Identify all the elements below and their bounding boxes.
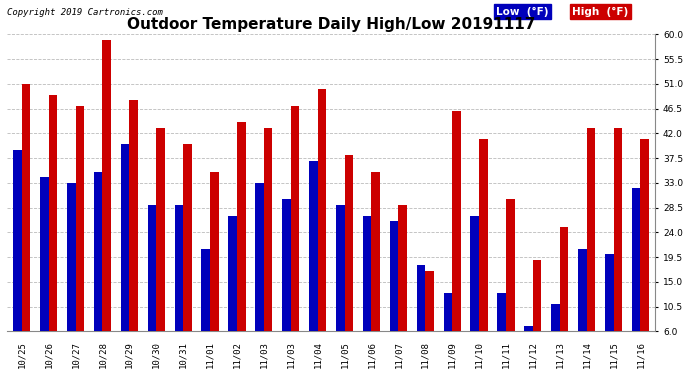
Bar	[201, 249, 210, 364]
Bar	[13, 150, 22, 364]
Bar	[94, 172, 102, 364]
Bar	[228, 216, 237, 364]
Bar	[533, 260, 542, 364]
Bar	[129, 100, 138, 364]
Bar	[22, 84, 30, 364]
Bar	[48, 95, 57, 364]
Bar	[344, 155, 353, 364]
Bar	[398, 205, 407, 364]
Bar	[524, 326, 533, 364]
Bar	[255, 183, 264, 364]
Bar	[282, 200, 290, 364]
Bar	[290, 106, 299, 364]
Bar	[560, 227, 569, 364]
Text: Copyright 2019 Cartronics.com: Copyright 2019 Cartronics.com	[7, 8, 163, 16]
Text: Low  (°F): Low (°F)	[496, 6, 549, 16]
Bar	[390, 221, 398, 364]
Bar	[425, 271, 434, 364]
Bar	[613, 128, 622, 364]
Bar	[578, 249, 586, 364]
Bar	[479, 139, 488, 364]
Bar	[264, 128, 273, 364]
Bar	[506, 200, 515, 364]
Bar	[640, 139, 649, 364]
Bar	[148, 205, 156, 364]
Bar	[317, 89, 326, 364]
Bar	[102, 40, 111, 364]
Bar	[67, 183, 75, 364]
Bar	[210, 172, 219, 364]
Bar	[121, 144, 129, 364]
Bar	[156, 128, 165, 364]
Bar	[452, 111, 461, 364]
Bar	[183, 144, 192, 364]
Bar	[417, 266, 425, 364]
Bar	[371, 172, 380, 364]
Bar	[175, 205, 183, 364]
Bar	[237, 122, 246, 364]
Bar	[363, 216, 371, 364]
Bar	[605, 254, 613, 364]
Text: High  (°F): High (°F)	[572, 6, 629, 16]
Bar	[471, 216, 479, 364]
Bar	[40, 177, 48, 364]
Bar	[75, 106, 84, 364]
Bar	[309, 161, 317, 364]
Bar	[632, 188, 640, 364]
Bar	[336, 205, 344, 364]
Bar	[444, 293, 452, 364]
Bar	[497, 293, 506, 364]
Bar	[586, 128, 595, 364]
Bar	[551, 304, 560, 364]
Title: Outdoor Temperature Daily High/Low 20191117: Outdoor Temperature Daily High/Low 20191…	[127, 17, 535, 32]
